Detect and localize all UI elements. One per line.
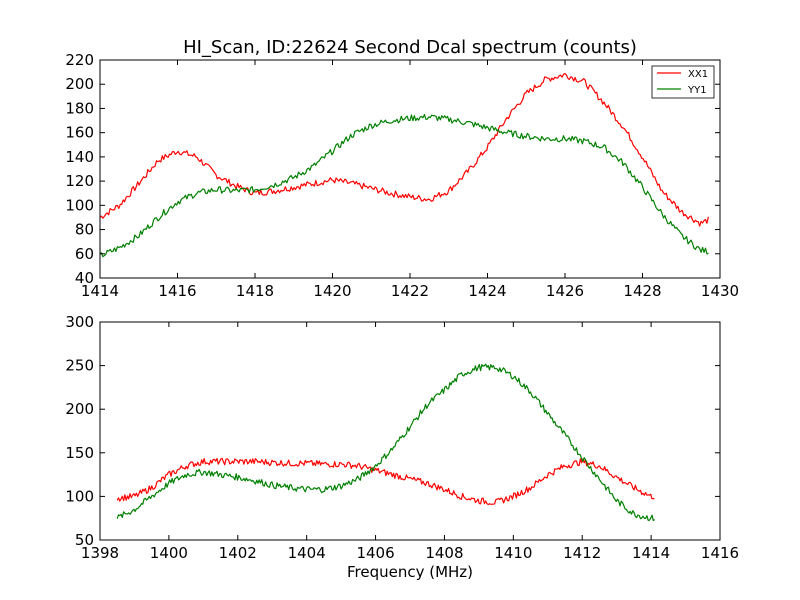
x-tick-label: 1410 (494, 544, 532, 562)
y-tick-label: 100 (65, 196, 94, 214)
y-tick-label: 200 (65, 75, 94, 93)
x-tick-label: 1398 (81, 544, 119, 562)
legend-box (651, 65, 715, 99)
top-tick-group: 1414 1416 1418 1420 1422 1424 1426 1428 1430 40 60… (65, 51, 739, 300)
x-tick-label: 1406 (356, 544, 394, 562)
x-tick-label: 1400 (150, 544, 188, 562)
y-tick-label: 250 (65, 357, 94, 375)
x-tick-label: 1414 (632, 544, 670, 562)
legend-label-xx1: XX1 (688, 69, 708, 80)
x-tick-label: 1416 (158, 282, 196, 300)
y-tick-label: 100 (65, 487, 94, 505)
series-line-yy1 (99, 113, 709, 258)
x-tick-label: 1428 (623, 282, 661, 300)
bottom-series-group (116, 363, 655, 522)
x-tick-label: 1418 (236, 282, 274, 300)
y-tick-label: 160 (65, 124, 94, 142)
series-line-xx1 (99, 72, 709, 227)
y-tick-label: 120 (65, 172, 94, 190)
series-line-series-1 (116, 363, 655, 522)
top-spectrum-chart: HI_Scan, ID:22624 Second Dcal spectrum (… (65, 37, 739, 300)
chart-title: HI_Scan, ID:22624 Second Dcal spectrum (… (183, 37, 637, 58)
y-tick-label: 60 (75, 245, 94, 263)
x-axis-label: Frequency (MHz) (347, 563, 473, 581)
y-tick-label: 300 (65, 313, 94, 331)
x-tick-label: 1416 (701, 544, 739, 562)
x-tick-label: 1402 (219, 544, 257, 562)
y-tick-label: 200 (65, 400, 94, 418)
x-tick-label: 1424 (468, 282, 506, 300)
legend: XX1 YY1 (651, 65, 715, 99)
top-series-group (99, 72, 709, 258)
x-tick-label: 1412 (563, 544, 601, 562)
series-line-series-0 (116, 457, 655, 506)
y-tick-label: 140 (65, 148, 94, 166)
bottom-spectrum-chart: 1398 1400 1402 1404 1406 1408 1410 1412 1414 1416… (65, 313, 739, 581)
bottom-plot-frame (99, 321, 721, 541)
legend-label-yy1: YY1 (687, 85, 707, 96)
bottom-tick-group: 1398 1400 1402 1404 1406 1408 1410 1412 1414 1416… (65, 313, 739, 562)
y-tick-label: 150 (65, 444, 94, 462)
top-plot-frame (99, 59, 721, 279)
x-tick-label: 1430 (701, 282, 739, 300)
x-tick-label: 1404 (288, 544, 326, 562)
y-tick-label: 50 (75, 531, 94, 549)
y-tick-label: 180 (65, 99, 94, 117)
x-tick-label: 1414 (81, 282, 119, 300)
y-tick-label: 220 (65, 51, 94, 69)
x-tick-label: 1426 (546, 282, 584, 300)
x-tick-label: 1422 (391, 282, 429, 300)
y-tick-label: 40 (75, 269, 94, 287)
x-tick-label: 1408 (425, 544, 463, 562)
y-tick-label: 80 (75, 221, 94, 239)
x-tick-label: 1420 (313, 282, 351, 300)
